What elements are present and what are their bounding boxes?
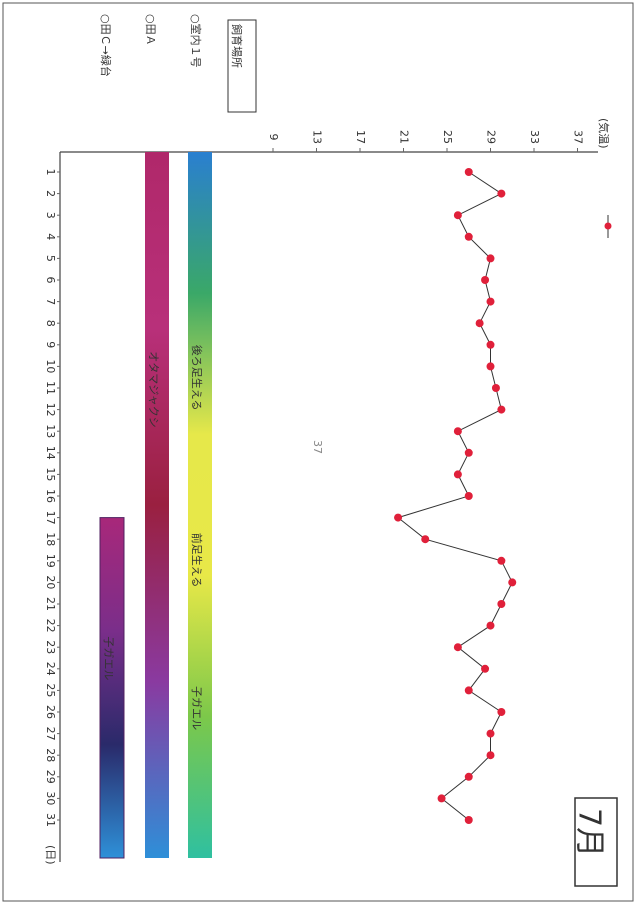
x-tick-label: 22	[44, 619, 57, 633]
temperature-point	[475, 319, 484, 328]
temperature-point	[464, 232, 473, 241]
location-key-item: ○田Ａ	[144, 14, 157, 46]
temperature-point	[464, 448, 473, 457]
location-key-item: ○室内１号	[189, 14, 203, 68]
y-tick-label: 17	[354, 130, 367, 144]
x-tick-label: 18	[44, 532, 57, 546]
y-tick-label: 25	[441, 130, 454, 144]
x-tick-label: 28	[44, 748, 57, 762]
temperature-point	[486, 254, 495, 263]
x-tick-label: 16	[44, 489, 57, 503]
temperature-point	[486, 751, 495, 760]
x-tick-label: 23	[44, 640, 57, 654]
page-number: 37	[311, 440, 324, 454]
x-tick-label: 27	[44, 727, 57, 741]
y-tick-label: 37	[572, 130, 585, 144]
x-tick-label: 31	[44, 813, 57, 827]
stage-band	[99, 517, 125, 859]
temperature-point	[486, 340, 495, 349]
stage-label: 子ガエル	[190, 686, 203, 730]
temperature-point	[464, 168, 473, 176]
x-tick-label: 3	[44, 212, 57, 219]
y-tick-label: 9	[267, 134, 280, 141]
temperature-point	[497, 708, 506, 716]
x-tick-label: 13	[44, 424, 57, 438]
temperature-point	[486, 621, 495, 630]
x-tick-label: 5	[44, 255, 57, 262]
y-tick-label: 13	[311, 130, 324, 144]
location-key-item: ○田Ｃ→緑台	[99, 14, 113, 77]
x-tick-label: 2	[44, 190, 57, 197]
x-tick-label: 6	[44, 277, 57, 284]
temperature-point	[486, 297, 495, 306]
temperature-point	[464, 772, 473, 781]
temperature-point	[497, 556, 506, 565]
legend-marker	[604, 222, 612, 230]
x-tick-label: 25	[44, 683, 57, 697]
temperature-point	[453, 643, 462, 652]
temperature-point	[497, 600, 506, 608]
x-tick-label: 14	[44, 446, 57, 460]
temperature-point	[481, 664, 490, 673]
x-tick-label: 26	[44, 705, 57, 719]
x-tick-label: 9	[44, 341, 57, 348]
stage-label: 前足生える	[190, 533, 204, 588]
x-tick-label: 12	[44, 403, 57, 417]
temperature-point	[486, 362, 495, 371]
temperature-point	[453, 427, 462, 436]
temperature-point	[497, 405, 506, 414]
temperature-point	[481, 276, 490, 284]
x-tick-label: 19	[44, 554, 57, 568]
temperature-point	[464, 492, 473, 500]
temperature-point	[464, 686, 473, 695]
temperature-point	[437, 794, 446, 803]
temperature-point	[491, 384, 500, 392]
stage-label: 子ガエル	[102, 636, 115, 680]
stage-band	[188, 152, 212, 858]
location-key-box	[227, 19, 257, 113]
x-tick-label: 4	[44, 233, 57, 240]
x-tick-label: 21	[44, 597, 57, 611]
x-tick-label: 11	[44, 381, 57, 395]
temperature-point	[508, 578, 517, 587]
y-tick-label: 21	[398, 130, 411, 144]
temperature-point	[421, 535, 430, 544]
x-axis-label: (日)	[44, 845, 57, 865]
x-tick-label: 24	[44, 662, 57, 676]
temperature-point	[453, 211, 462, 220]
chart-title: 7月	[572, 808, 607, 857]
stage-band	[145, 152, 169, 858]
x-tick-label: 15	[44, 467, 57, 481]
y-tick-label: 29	[485, 130, 498, 144]
stage-label: オタマジャクシ	[147, 351, 160, 427]
temperature-line	[397, 171, 513, 821]
temperature-point	[486, 729, 495, 738]
x-tick-label: 30	[44, 791, 57, 805]
x-tick-label: 29	[44, 770, 57, 784]
temperature-point	[497, 189, 506, 198]
x-tick-label: 10	[44, 359, 57, 373]
temperature-point	[464, 816, 473, 824]
x-tick-label: 1	[44, 169, 57, 176]
stage-label: 後ろ足生える	[190, 345, 204, 411]
y-tick-label: 33	[528, 130, 541, 144]
location-key-title: 飼育場所	[230, 24, 244, 68]
temperature-point	[394, 513, 403, 522]
x-tick-label: 17	[44, 511, 57, 525]
x-tick-label: 8	[44, 320, 57, 327]
temperature-point	[453, 470, 462, 479]
x-tick-label: 20	[44, 575, 57, 589]
title-box	[574, 797, 618, 887]
x-tick-label: 7	[44, 298, 57, 305]
legend-label: (気温)	[597, 118, 611, 149]
